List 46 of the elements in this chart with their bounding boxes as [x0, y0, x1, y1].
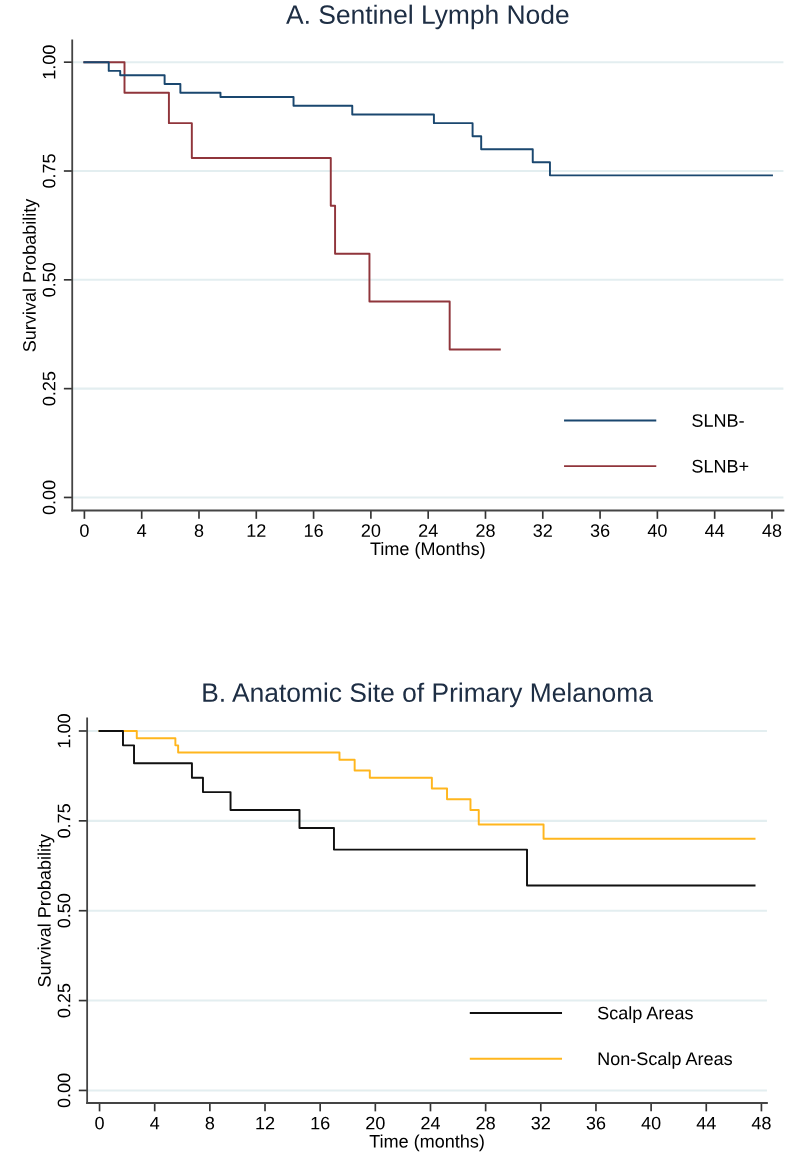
y-tick-label: 0.75 — [57, 804, 71, 838]
legend-label: Scalp Areas — [597, 1006, 693, 1023]
y-tick-label: 0.25 — [42, 371, 56, 406]
x-tick-label: 24 — [421, 1116, 440, 1130]
x-tick-label: 36 — [590, 524, 610, 537]
x-tick-label: 8 — [205, 1116, 215, 1130]
x-tick-label: 48 — [751, 1116, 771, 1130]
x-tick-label: 36 — [586, 1116, 606, 1130]
x-tick-label: 20 — [361, 524, 381, 537]
x-tick-label: 28 — [476, 524, 495, 537]
x-tick-label: 28 — [476, 1116, 495, 1130]
x-tick-label: 4 — [137, 524, 147, 537]
x-tick-label: 40 — [641, 1116, 661, 1130]
x-tick-label: 32 — [531, 1116, 550, 1130]
legend-label: Non-Scalp Areas — [598, 1051, 732, 1069]
chart-title: B. Anatomic Site of Primary Melanoma — [203, 682, 653, 708]
y-axis-title: Survival Probability — [22, 198, 40, 352]
y-tick-label: 0.00 — [57, 1073, 71, 1108]
x-tick-label: 40 — [647, 524, 667, 537]
y-tick-label: 0.50 — [42, 262, 56, 297]
x-tick-label: 48 — [762, 524, 782, 537]
x-tick-label: 16 — [311, 1116, 330, 1130]
x-tick-label: 44 — [696, 1116, 716, 1130]
y-tick-label: 0.50 — [57, 893, 71, 928]
x-axis-title: Time (Months) — [370, 541, 485, 559]
y-tick-label: 0.25 — [57, 983, 71, 1018]
y-axis-title: Survival Probability — [37, 833, 55, 987]
x-tick-label: 20 — [366, 1116, 385, 1130]
y-tick-label: 0.75 — [42, 154, 56, 188]
x-axis-title: Time (months) — [369, 1134, 484, 1152]
legend-label: SLNB+ — [692, 459, 749, 473]
x-tick-label: 8 — [194, 524, 204, 537]
x-tick-label: 12 — [247, 524, 266, 537]
chart-title: A. Sentinel Lymph Node — [286, 4, 569, 30]
x-tick-label: 4 — [150, 1116, 160, 1130]
y-tick-label: 0.00 — [42, 480, 56, 515]
x-tick-label: 44 — [705, 524, 725, 537]
y-tick-label: 1.00 — [42, 45, 56, 79]
x-tick-label: 24 — [419, 524, 438, 537]
y-tick-label: 1.00 — [57, 714, 71, 748]
x-tick-label: 12 — [256, 1116, 275, 1130]
x-tick-label: 32 — [533, 524, 552, 537]
legend-label: SLNB- — [692, 414, 744, 427]
x-tick-label: 0 — [95, 1116, 104, 1130]
x-tick-label: 16 — [304, 524, 323, 537]
x-tick-label: 0 — [80, 524, 89, 537]
